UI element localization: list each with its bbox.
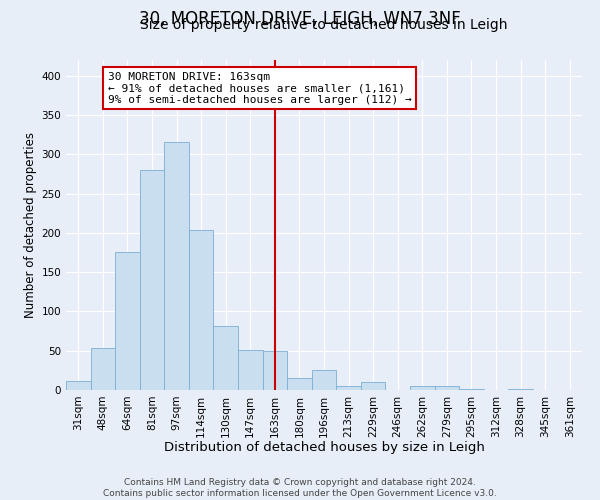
Bar (410, 386, 434, 390)
Bar (361, 382, 385, 390)
Bar (263, 350, 287, 390)
Title: Size of property relative to detached houses in Leigh: Size of property relative to detached ho… (140, 18, 508, 32)
Bar (164, 142, 189, 390)
Bar (189, 230, 214, 390)
Bar (312, 370, 336, 390)
Y-axis label: Number of detached properties: Number of detached properties (24, 132, 37, 318)
Bar (287, 378, 312, 390)
Bar (336, 386, 361, 390)
Bar (66, 380, 91, 390)
Bar (459, 389, 484, 390)
Bar (91, 348, 115, 390)
Text: 30, MORETON DRIVE, LEIGH, WN7 3NF: 30, MORETON DRIVE, LEIGH, WN7 3NF (139, 10, 461, 28)
Bar (434, 386, 459, 390)
Bar (214, 326, 238, 390)
Bar (508, 389, 533, 390)
Bar (238, 350, 263, 390)
Bar (140, 170, 164, 390)
Text: 30 MORETON DRIVE: 163sqm
← 91% of detached houses are smaller (1,161)
9% of semi: 30 MORETON DRIVE: 163sqm ← 91% of detach… (108, 72, 412, 105)
Text: Contains HM Land Registry data © Crown copyright and database right 2024.
Contai: Contains HM Land Registry data © Crown c… (103, 478, 497, 498)
X-axis label: Distribution of detached houses by size in Leigh: Distribution of detached houses by size … (164, 441, 484, 454)
Bar (115, 252, 140, 390)
